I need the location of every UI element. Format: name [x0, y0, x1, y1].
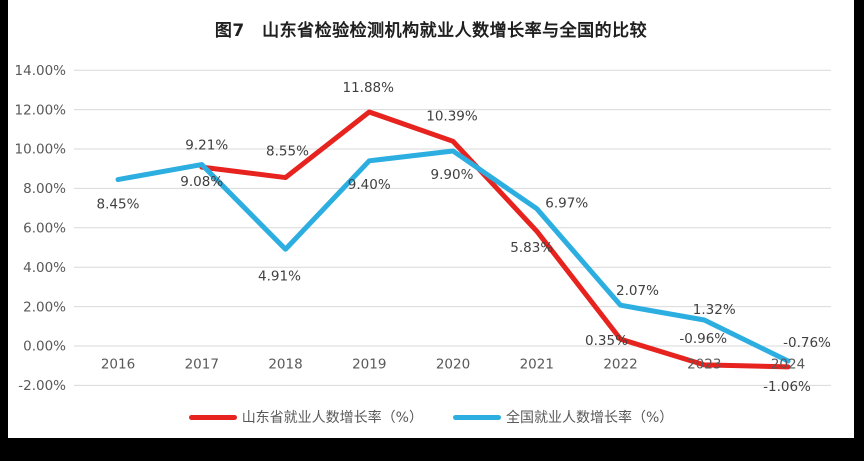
data-label: 9.08%	[180, 174, 223, 190]
xtick-label: 2019	[352, 357, 386, 373]
ytick-label: 14.00%	[15, 63, 67, 79]
xtick-label: 2024	[771, 357, 805, 373]
ytick-label: 6.00%	[23, 221, 66, 237]
legend-label-shandong: 山东省就业人数增长率（%）	[241, 410, 423, 426]
xtick-label: 2022	[603, 357, 637, 373]
legend-item-national: 全国就业人数增长率（%）	[453, 407, 673, 427]
data-label: 9.40%	[348, 177, 391, 193]
data-label: 0.35%	[585, 333, 628, 349]
data-label: 4.91%	[258, 268, 301, 284]
legend-label-national: 全国就业人数增长率（%）	[506, 410, 674, 426]
xtick-label: 2016	[101, 357, 135, 373]
xtick-label: 2017	[185, 357, 219, 373]
ytick-label: 10.00%	[15, 142, 67, 158]
data-label: -0.76%	[783, 335, 831, 351]
legend-item-shandong: 山东省就业人数增长率（%）	[188, 407, 423, 427]
data-label: 11.88%	[343, 80, 395, 96]
data-label: -1.06%	[763, 379, 811, 395]
ytick-label: 12.00%	[15, 102, 67, 118]
data-label: 8.55%	[266, 144, 309, 160]
xtick-label: 2021	[520, 357, 554, 373]
data-label: 2.07%	[616, 283, 659, 299]
series-line-shandong	[199, 109, 791, 370]
data-label: 5.83%	[510, 240, 553, 256]
xtick-label: 2018	[268, 357, 302, 373]
data-label: 1.32%	[693, 302, 736, 318]
ytick-label: 4.00%	[23, 260, 66, 276]
data-label: 10.39%	[426, 108, 478, 124]
data-label: 6.97%	[545, 196, 588, 212]
chart-title: 图7 山东省检验检测机构就业人数增长率与全国的比较	[214, 21, 648, 41]
chart-legend: 山东省就业人数增长率（%） 全国就业人数增长率（%）	[8, 407, 854, 427]
ytick-label: -2.00%	[18, 378, 66, 394]
data-label: 8.45%	[97, 197, 140, 213]
ytick-label: 0.00%	[23, 339, 66, 355]
legend-swatch-shandong-line	[188, 414, 237, 420]
ytick-label: 2.00%	[23, 299, 66, 315]
ytick-label: 8.00%	[23, 181, 66, 197]
xtick-label: 2023	[687, 357, 721, 373]
data-label: 9.90%	[431, 167, 474, 183]
chart-plot: 9.08% 8.55% 11.88% 10.39% 5.83% 0.35% -0.96% -1…	[15, 63, 832, 395]
legend-swatch-national-line	[453, 414, 501, 420]
data-label: 9.21%	[185, 138, 228, 154]
data-label: -0.96%	[679, 331, 727, 347]
xtick-label: 2020	[436, 357, 470, 373]
series-line-national	[115, 148, 791, 364]
